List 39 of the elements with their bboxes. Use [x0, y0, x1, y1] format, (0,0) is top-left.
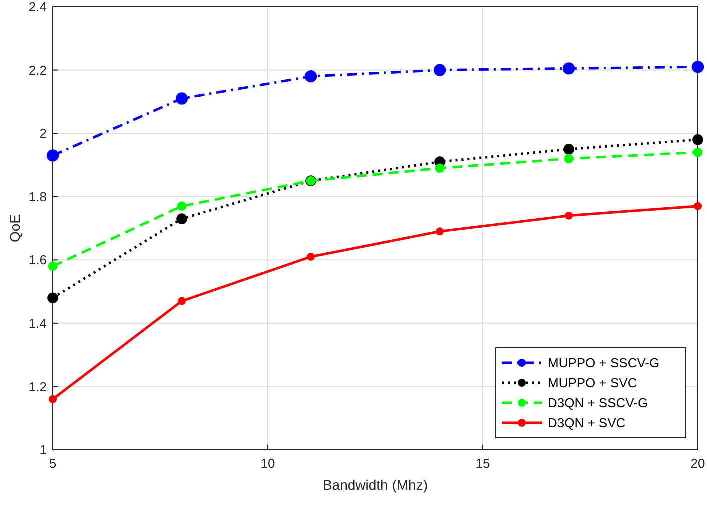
x-tick-label: 15	[476, 456, 490, 471]
y-tick-label: 2.4	[28, 0, 47, 15]
y-tick-label: 1.4	[28, 316, 47, 331]
point	[177, 202, 187, 212]
x-axis-title: Bandwidth (Mhz)	[322, 477, 428, 493]
point	[434, 64, 446, 76]
point	[565, 212, 573, 220]
point	[176, 214, 188, 224]
point	[564, 144, 574, 155]
point	[46, 150, 60, 162]
y-tick-label: 1.6	[28, 252, 47, 268]
point	[435, 164, 445, 174]
legend-label: D3QN + SSCV-G	[548, 396, 648, 411]
x-tick-label: 5	[49, 456, 57, 471]
legend-label: D3QN + SVC	[548, 416, 626, 431]
y-tick-label: 1.8	[28, 189, 47, 204]
point	[178, 297, 186, 306]
x-tick-label: 10	[260, 456, 276, 471]
point	[307, 252, 315, 261]
point	[48, 262, 58, 272]
point	[49, 395, 57, 404]
point	[693, 148, 703, 158]
point	[48, 292, 58, 304]
x-tick-label: 20	[690, 456, 706, 471]
legend-label: MUPPO + SSCV-G	[548, 356, 660, 371]
legend-label: MUPPO + SVC	[548, 376, 638, 391]
point	[692, 61, 704, 74]
y-tick-label: 1.2	[28, 379, 47, 394]
y-tick-label: 2	[40, 126, 47, 142]
y-tick-label: 1	[40, 442, 47, 458]
point	[564, 154, 574, 164]
point	[694, 202, 702, 210]
y-tick-label: 2.2	[28, 62, 47, 78]
y-axis-title: QoE	[7, 214, 23, 243]
point	[436, 228, 444, 236]
point	[692, 134, 704, 146]
point	[562, 62, 576, 75]
point	[304, 70, 318, 83]
point	[176, 92, 188, 105]
